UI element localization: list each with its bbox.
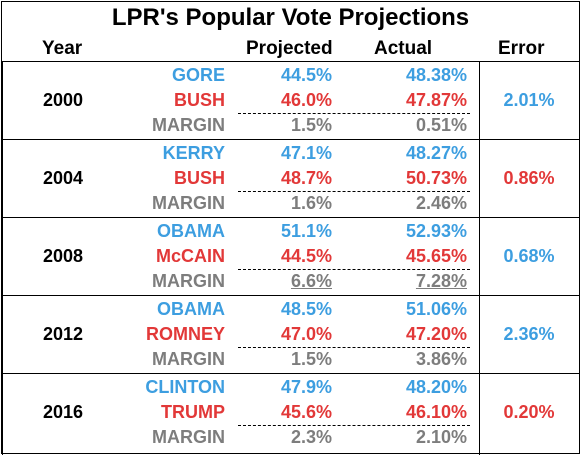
candidate-name: McCAIN bbox=[155, 246, 225, 266]
actual-value: 51.06% bbox=[405, 299, 467, 319]
candidate-name: ROMNEY bbox=[145, 324, 225, 344]
projected-value: 51.1% bbox=[280, 221, 332, 241]
candidate-name: KERRY bbox=[162, 143, 225, 163]
election-block-2016: 2016 CLINTON 47.9% 48.20% TRUMP 45.6% 46.10% MA… bbox=[2, 374, 579, 451]
actual-value: 0.51% bbox=[415, 115, 467, 135]
actual-value: 47.87% bbox=[405, 90, 467, 110]
actual-value: 47.20% bbox=[405, 324, 467, 344]
projected-value: 48.7% bbox=[280, 168, 332, 188]
actual-value: 7.28% bbox=[415, 271, 467, 291]
candidate-row: McCAIN 44.5% 45.65% bbox=[2, 243, 579, 269]
candidate-name: MARGIN bbox=[152, 427, 225, 447]
candidate-row: KERRY 47.1% 48.27% bbox=[2, 140, 579, 166]
candidate-row: MARGIN 1.6% 2.46% bbox=[2, 190, 579, 216]
candidate-name: TRUMP bbox=[161, 402, 225, 422]
error-value: 0.86% bbox=[503, 168, 555, 188]
candidate-row: TRUMP 45.6% 46.10% bbox=[2, 399, 579, 425]
left-border bbox=[2, 61, 3, 455]
sum-divider bbox=[238, 347, 470, 348]
projected-value: 6.6% bbox=[290, 271, 332, 291]
error-column-divider bbox=[479, 61, 480, 455]
projected-value: 2.3% bbox=[290, 427, 332, 447]
election-block-2012: 2012 OBAMA 48.5% 51.06% ROMNEY 47.0% 47.20% MAR… bbox=[2, 296, 579, 373]
actual-value: 48.38% bbox=[405, 65, 467, 85]
projected-value: 46.0% bbox=[280, 90, 332, 110]
error-value: 2.36% bbox=[503, 324, 555, 344]
candidate-name: MARGIN bbox=[152, 271, 225, 291]
projected-value: 47.1% bbox=[280, 143, 332, 163]
sum-divider bbox=[238, 269, 470, 270]
actual-value: 2.10% bbox=[415, 427, 467, 447]
table-title: LPR's Popular Vote Projections bbox=[111, 4, 470, 31]
candidate-name: MARGIN bbox=[152, 115, 225, 135]
candidate-name: OBAMA bbox=[157, 221, 225, 241]
block-separator bbox=[2, 139, 579, 140]
candidate-row: MARGIN 1.5% 0.51% bbox=[2, 112, 579, 138]
projected-value: 1.6% bbox=[290, 193, 332, 213]
actual-value: 3.86% bbox=[415, 349, 467, 369]
block-separator bbox=[2, 217, 579, 218]
election-year: 2004 bbox=[43, 168, 84, 188]
election-block-2004: 2004 KERRY 47.1% 48.27% BUSH 48.7% 50.73% MARGI… bbox=[2, 140, 579, 217]
candidate-name: OBAMA bbox=[157, 299, 225, 319]
candidate-name: BUSH bbox=[173, 90, 225, 110]
projected-value: 47.0% bbox=[280, 324, 332, 344]
candidate-row: BUSH 48.7% 50.73% bbox=[2, 165, 579, 191]
block-separator bbox=[2, 61, 579, 62]
header-actual: Actual bbox=[374, 38, 433, 59]
candidate-row: CLINTON 47.9% 48.20% bbox=[2, 374, 579, 400]
projected-value: 48.5% bbox=[280, 299, 332, 319]
candidate-row: MARGIN 1.5% 3.86% bbox=[2, 346, 579, 372]
candidate-name: CLINTON bbox=[145, 377, 225, 397]
header-error: Error bbox=[498, 38, 545, 59]
projected-value: 44.5% bbox=[280, 246, 332, 266]
election-year: 2016 bbox=[43, 402, 84, 422]
projected-value: 1.5% bbox=[290, 115, 332, 135]
error-value: 0.20% bbox=[503, 402, 555, 422]
block-separator bbox=[2, 373, 579, 374]
candidate-name: GORE bbox=[171, 65, 225, 85]
actual-value: 52.93% bbox=[405, 221, 467, 241]
candidate-name: BUSH bbox=[173, 168, 225, 188]
sum-divider bbox=[238, 113, 470, 114]
candidate-name: MARGIN bbox=[152, 193, 225, 213]
actual-value: 2.46% bbox=[415, 193, 467, 213]
projected-value: 45.6% bbox=[280, 402, 332, 422]
candidate-row: MARGIN 2.3% 2.10% bbox=[2, 424, 579, 450]
sum-divider bbox=[238, 191, 470, 192]
error-value: 0.68% bbox=[503, 246, 555, 266]
header-projected: Projected bbox=[246, 38, 333, 59]
candidate-row: OBAMA 51.1% 52.93% bbox=[2, 218, 579, 244]
candidate-row: OBAMA 48.5% 51.06% bbox=[2, 296, 579, 322]
candidate-name: MARGIN bbox=[152, 349, 225, 369]
election-block-2000: 2000 GORE 44.5% 48.38% BUSH 46.0% 47.87% MARGIN… bbox=[2, 62, 579, 139]
actual-value: 50.73% bbox=[405, 168, 467, 188]
error-value: 2.01% bbox=[503, 90, 555, 110]
projected-value: 1.5% bbox=[290, 349, 332, 369]
election-year: 2012 bbox=[43, 324, 84, 344]
candidate-row: ROMNEY 47.0% 47.20% bbox=[2, 321, 579, 347]
projected-value: 47.9% bbox=[280, 377, 332, 397]
candidate-row: BUSH 46.0% 47.87% bbox=[2, 87, 579, 113]
actual-value: 48.20% bbox=[405, 377, 467, 397]
candidate-row: GORE 44.5% 48.38% bbox=[2, 62, 579, 88]
election-block-2008: 2008 OBAMA 51.1% 52.93% McCAIN 44.5% 45.65% MAR… bbox=[2, 218, 579, 295]
sum-divider bbox=[238, 425, 470, 426]
candidate-row: MARGIN 6.6% 7.28% bbox=[2, 268, 579, 294]
projected-value: 44.5% bbox=[280, 65, 332, 85]
header-year: Year bbox=[42, 38, 83, 59]
actual-value: 45.65% bbox=[405, 246, 467, 266]
election-year: 2008 bbox=[43, 246, 84, 266]
actual-value: 46.10% bbox=[405, 402, 467, 422]
election-year: 2000 bbox=[43, 90, 84, 110]
block-separator bbox=[2, 295, 579, 296]
actual-value: 48.27% bbox=[405, 143, 467, 163]
